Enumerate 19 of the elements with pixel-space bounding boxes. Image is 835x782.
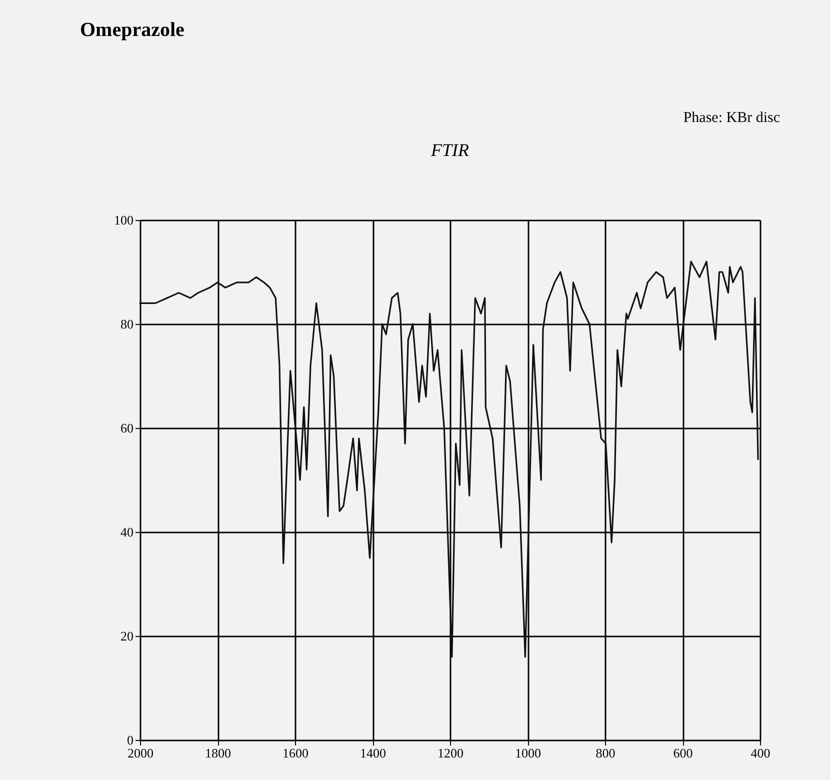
x-tick-label: 600 [673,746,693,760]
line-series [139,260,759,658]
x-tick-label: 1600 [282,746,308,760]
y-tick-label: 100 [114,212,134,228]
y-tick-label: 0 [127,732,134,748]
y-tick-label: 60 [120,420,134,436]
chart-subtitle: FTIR [430,140,469,160]
x-tick-label: 800 [596,746,616,760]
y-tick-label: 80 [120,316,134,332]
x-tick-label: 1200 [438,746,464,760]
text: Phase: KBr disc [683,110,780,126]
x-tick-label: 1800 [205,746,231,760]
y-tick-label: 20 [120,628,134,644]
x-tick-label: 1000 [515,746,541,760]
x-tick-label: 2000 [128,746,154,760]
y-tick-label: 40 [120,524,134,540]
chart-title: Omeprazole [80,19,185,41]
x-tick-label: 1400 [360,746,386,760]
x-tick-label: 400 [750,746,770,760]
